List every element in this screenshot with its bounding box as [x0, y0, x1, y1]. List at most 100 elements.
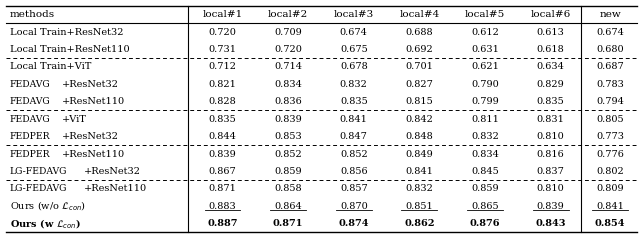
Text: 0.874: 0.874 — [339, 219, 369, 228]
Text: Ours (w/o $\mathcal{L}_{con}$): Ours (w/o $\mathcal{L}_{con}$) — [10, 199, 86, 213]
Text: 0.821: 0.821 — [209, 80, 236, 89]
Text: 0.834: 0.834 — [471, 150, 499, 159]
Text: 0.720: 0.720 — [209, 28, 236, 37]
Text: 0.678: 0.678 — [340, 62, 367, 72]
Text: 0.674: 0.674 — [340, 28, 368, 37]
Text: 0.843: 0.843 — [535, 219, 566, 228]
Text: 0.859: 0.859 — [275, 167, 302, 176]
Text: 0.773: 0.773 — [596, 132, 624, 141]
Text: 0.829: 0.829 — [537, 80, 564, 89]
Text: 0.851: 0.851 — [406, 202, 433, 211]
Text: 0.865: 0.865 — [471, 202, 499, 211]
Text: local#3: local#3 — [333, 10, 374, 19]
Text: 0.811: 0.811 — [471, 115, 499, 124]
Text: 0.634: 0.634 — [537, 62, 564, 72]
Text: 0.631: 0.631 — [471, 45, 499, 54]
Text: 0.841: 0.841 — [596, 202, 624, 211]
Text: +ResNet32: +ResNet32 — [62, 80, 119, 89]
Text: 0.839: 0.839 — [209, 150, 236, 159]
Text: local#1: local#1 — [202, 10, 243, 19]
Text: 0.871: 0.871 — [273, 219, 303, 228]
Text: 0.836: 0.836 — [275, 97, 302, 106]
Text: local#6: local#6 — [531, 10, 571, 19]
Text: Local Train+ViT: Local Train+ViT — [10, 62, 91, 72]
Text: 0.816: 0.816 — [537, 150, 564, 159]
Text: new: new — [599, 10, 621, 19]
Text: +ResNet110: +ResNet110 — [62, 150, 125, 159]
Text: LG-FEDAVG: LG-FEDAVG — [10, 167, 67, 176]
Text: 0.731: 0.731 — [209, 45, 237, 54]
Text: 0.853: 0.853 — [275, 132, 302, 141]
Text: +ResNet32: +ResNet32 — [84, 167, 141, 176]
Text: 0.867: 0.867 — [209, 167, 236, 176]
Text: 0.849: 0.849 — [406, 150, 433, 159]
Text: 0.852: 0.852 — [340, 150, 367, 159]
Text: 0.854: 0.854 — [595, 219, 625, 228]
Text: 0.835: 0.835 — [537, 97, 564, 106]
Text: 0.701: 0.701 — [405, 62, 433, 72]
Text: 0.776: 0.776 — [596, 150, 624, 159]
Text: +ResNet110: +ResNet110 — [62, 97, 125, 106]
Text: 0.621: 0.621 — [471, 62, 499, 72]
Text: 0.859: 0.859 — [471, 184, 499, 193]
Text: +ResNet32: +ResNet32 — [62, 132, 119, 141]
Text: local#4: local#4 — [399, 10, 440, 19]
Text: local#2: local#2 — [268, 10, 308, 19]
Text: Local Train+ResNet32: Local Train+ResNet32 — [10, 28, 123, 37]
Text: 0.847: 0.847 — [340, 132, 368, 141]
Text: 0.709: 0.709 — [275, 28, 302, 37]
Text: 0.857: 0.857 — [340, 184, 367, 193]
Text: 0.832: 0.832 — [471, 132, 499, 141]
Text: 0.871: 0.871 — [209, 184, 236, 193]
Text: 0.714: 0.714 — [274, 62, 302, 72]
Text: 0.828: 0.828 — [209, 97, 236, 106]
Text: 0.613: 0.613 — [537, 28, 564, 37]
Text: 0.864: 0.864 — [275, 202, 302, 211]
Text: 0.839: 0.839 — [275, 115, 302, 124]
Text: 0.794: 0.794 — [596, 97, 624, 106]
Text: 0.618: 0.618 — [537, 45, 564, 54]
Text: 0.612: 0.612 — [471, 28, 499, 37]
Text: 0.841: 0.841 — [405, 167, 433, 176]
Text: 0.712: 0.712 — [209, 62, 237, 72]
Text: 0.790: 0.790 — [471, 80, 499, 89]
Text: 0.675: 0.675 — [340, 45, 367, 54]
Text: 0.839: 0.839 — [537, 202, 564, 211]
Text: 0.848: 0.848 — [406, 132, 433, 141]
Text: 0.852: 0.852 — [275, 150, 302, 159]
Text: 0.810: 0.810 — [537, 184, 564, 193]
Text: FEDAVG: FEDAVG — [10, 115, 51, 124]
Text: methods: methods — [10, 10, 55, 19]
Text: 0.841: 0.841 — [340, 115, 368, 124]
Text: Ours (w $\mathcal{L}_{con}$): Ours (w $\mathcal{L}_{con}$) — [10, 217, 81, 231]
Text: 0.680: 0.680 — [596, 45, 624, 54]
Text: FEDPER: FEDPER — [10, 150, 50, 159]
Text: 0.810: 0.810 — [537, 132, 564, 141]
Text: 0.845: 0.845 — [471, 167, 499, 176]
Text: 0.688: 0.688 — [406, 28, 433, 37]
Text: FEDPER: FEDPER — [10, 132, 50, 141]
Text: 0.834: 0.834 — [274, 80, 302, 89]
Text: 0.805: 0.805 — [596, 115, 624, 124]
Text: 0.802: 0.802 — [596, 167, 624, 176]
Text: LG-FEDAVG: LG-FEDAVG — [10, 184, 67, 193]
Text: 0.687: 0.687 — [596, 62, 624, 72]
Text: 0.827: 0.827 — [405, 80, 433, 89]
Text: 0.835: 0.835 — [340, 97, 367, 106]
Text: 0.883: 0.883 — [209, 202, 236, 211]
Text: 0.887: 0.887 — [207, 219, 238, 228]
Text: 0.844: 0.844 — [209, 132, 236, 141]
Text: +ResNet110: +ResNet110 — [84, 184, 147, 193]
Text: 0.783: 0.783 — [596, 80, 624, 89]
Text: 0.856: 0.856 — [340, 167, 367, 176]
Text: 0.835: 0.835 — [209, 115, 236, 124]
Text: 0.692: 0.692 — [406, 45, 433, 54]
Text: 0.832: 0.832 — [340, 80, 368, 89]
Text: 0.799: 0.799 — [471, 97, 499, 106]
Text: 0.674: 0.674 — [596, 28, 624, 37]
Text: FEDAVG: FEDAVG — [10, 80, 51, 89]
Text: 0.858: 0.858 — [275, 184, 302, 193]
Text: Local Train+ResNet110: Local Train+ResNet110 — [10, 45, 129, 54]
Text: 0.832: 0.832 — [405, 184, 433, 193]
Text: 0.842: 0.842 — [405, 115, 433, 124]
